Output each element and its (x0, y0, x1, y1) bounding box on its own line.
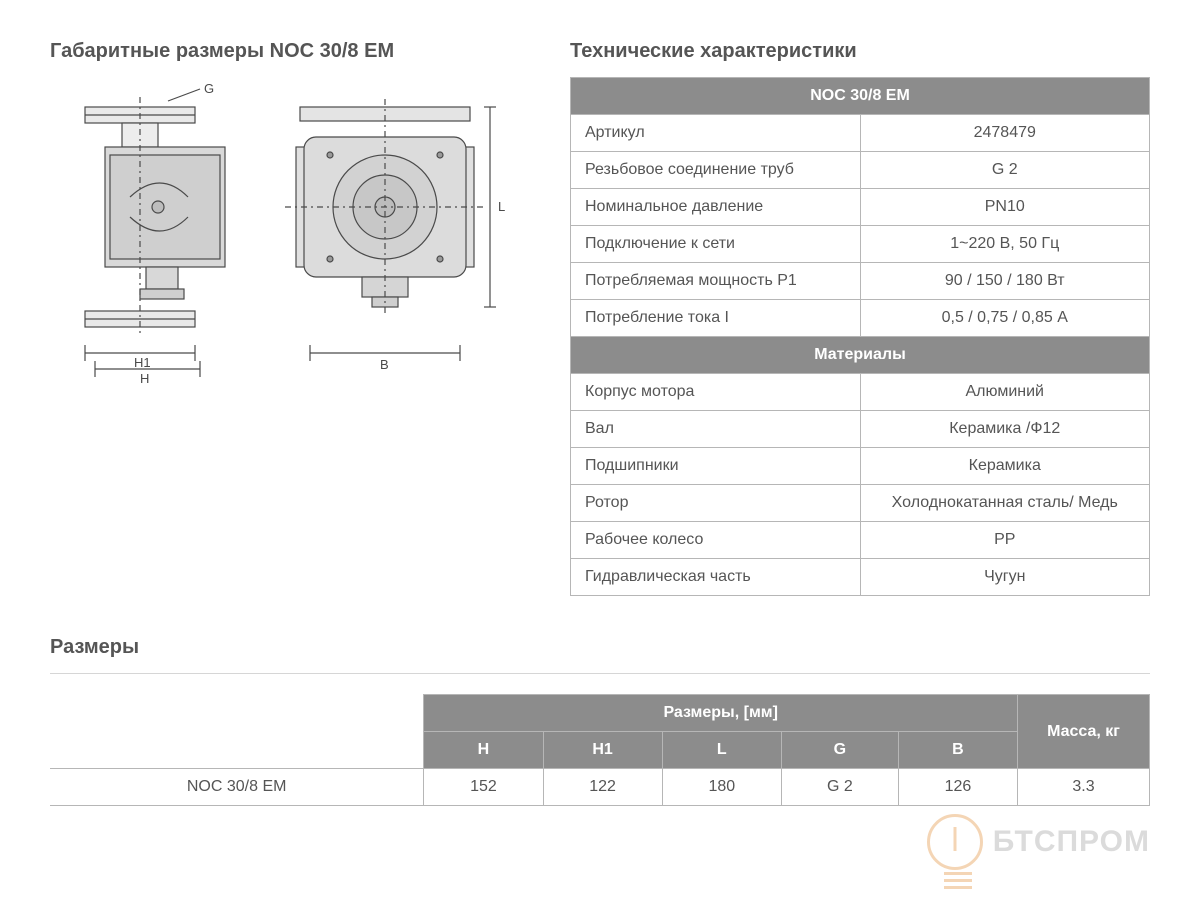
spec-label: Гидравлическая часть (571, 559, 861, 596)
svg-text:H1: H1 (134, 355, 151, 370)
spec-label: Вал (571, 411, 861, 448)
spec-value: Керамика /Ф12 (860, 411, 1150, 448)
dims-mass-header: Масса, кг (1018, 695, 1150, 769)
dims-row-name: NOC 30/8 EM (50, 769, 424, 806)
dims-cell: 126 (898, 769, 1017, 806)
spec-label: Ротор (571, 485, 861, 522)
spec-label: Артикул (571, 115, 861, 152)
spec-value: PP (860, 522, 1150, 559)
dims-table: Размеры, [мм] Масса, кг HH1LGB NOC 30/8 … (50, 694, 1150, 806)
dims-col: G (781, 732, 898, 769)
dims-col: H (424, 732, 543, 769)
spec-value: 1~220 В, 50 Гц (860, 226, 1150, 263)
dims-col: B (898, 732, 1017, 769)
dims-cell: G 2 (781, 769, 898, 806)
svg-text:B: B (380, 357, 389, 372)
svg-text:H: H (140, 371, 149, 386)
spec-value: Чугун (860, 559, 1150, 596)
spec-label: Потребляемая мощность P1 (571, 263, 861, 300)
dims-col: H1 (543, 732, 662, 769)
spec-value: PN10 (860, 189, 1150, 226)
spec-value: Алюминий (860, 374, 1150, 411)
svg-text:L: L (498, 199, 505, 214)
spec-label: Корпус мотора (571, 374, 861, 411)
watermark: БТСПРОМ (927, 814, 1150, 870)
dims-mass: 3.3 (1018, 769, 1150, 806)
left-title: Габаритные размеры NOC 30/8 EM (50, 40, 530, 63)
dims-cell: 122 (543, 769, 662, 806)
spec-header: NOC 30/8 EM (571, 78, 1150, 115)
dims-cell: 152 (424, 769, 543, 806)
spec-table: NOC 30/8 EM Артикул2478479Резьбовое соед… (570, 77, 1150, 596)
dims-cell: 180 (662, 769, 781, 806)
spec-value: 90 / 150 / 180 Вт (860, 263, 1150, 300)
watermark-icon (927, 814, 983, 870)
spec-label: Потребление тока I (571, 300, 861, 337)
dimension-diagram: G H1 H (50, 77, 510, 407)
spec-value: 0,5 / 0,75 / 0,85 А (860, 300, 1150, 337)
watermark-text: БТСПРОМ (993, 825, 1150, 859)
spec-title: Технические характеристики (570, 40, 1150, 63)
spec-value: Керамика (860, 448, 1150, 485)
spec-value: Холоднокатанная сталь/ Медь (860, 485, 1150, 522)
dims-col: L (662, 732, 781, 769)
svg-text:G: G (204, 81, 214, 96)
spec-value: G 2 (860, 152, 1150, 189)
spec-label: Резьбовое соединение труб (571, 152, 861, 189)
dims-title: Размеры (50, 636, 1150, 659)
dims-group-header: Размеры, [мм] (424, 695, 1018, 732)
spec-label: Подключение к сети (571, 226, 861, 263)
spec-label: Подшипники (571, 448, 861, 485)
spec-value: 2478479 (860, 115, 1150, 152)
spec-label: Рабочее колесо (571, 522, 861, 559)
spec-header-materials: Материалы (571, 337, 1150, 374)
spec-label: Номинальное давление (571, 189, 861, 226)
